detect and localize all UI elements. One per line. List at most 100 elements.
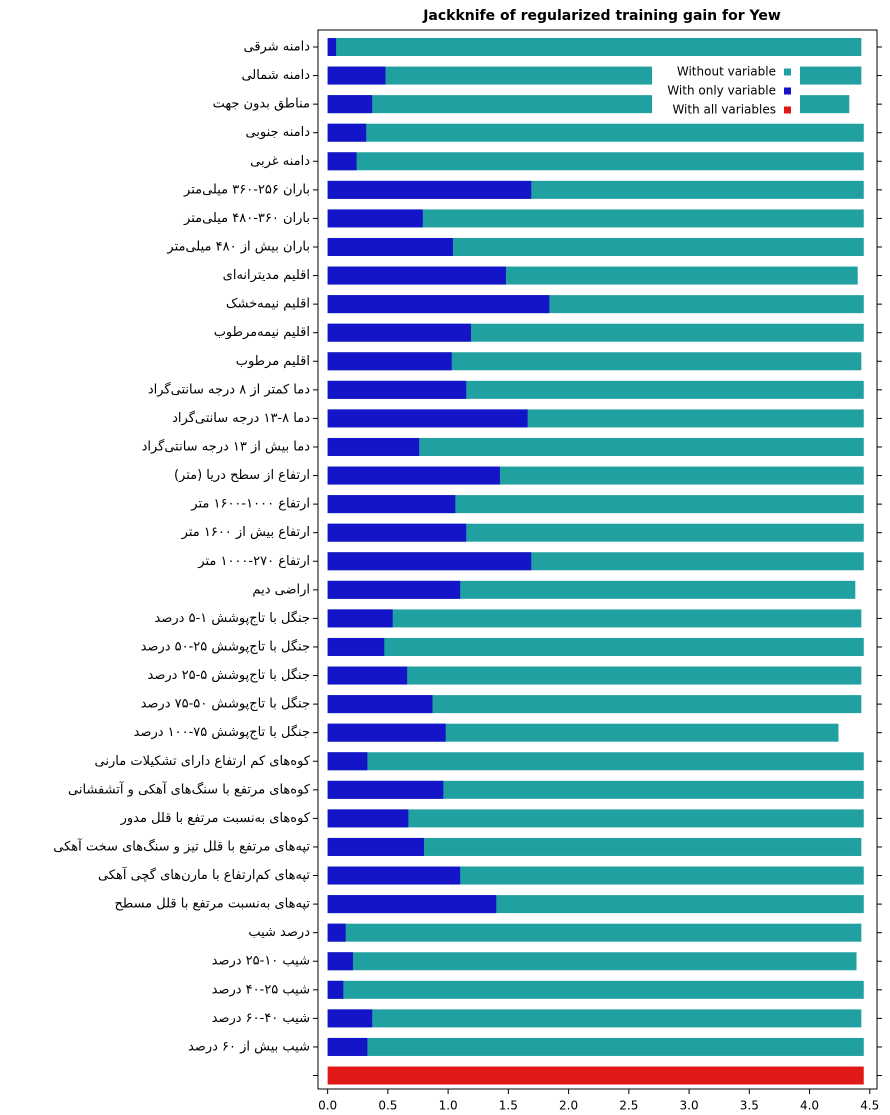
bar (327, 666, 408, 685)
y-tick-label: اقلیم مدیترانه‌ای (223, 268, 310, 283)
bar (327, 752, 368, 771)
legend-label: With all variables (672, 103, 776, 117)
bar (327, 180, 532, 199)
y-tick-label: شیب بیش از ۶۰ درصد (188, 1039, 310, 1054)
bar (327, 895, 497, 914)
y-tick-label: جنگل با تاج‌پوشش ۲۵-۵۰ درصد (141, 638, 310, 654)
bar (327, 237, 453, 256)
legend-label: With only variable (667, 84, 776, 98)
bar (327, 866, 461, 885)
y-tick-label: شیب ۴۰-۶۰ درصد (212, 1011, 310, 1026)
bar (327, 609, 862, 628)
legend-label: Without variable (677, 65, 776, 79)
y-tick-label: شیب ۱۰-۲۵ درصد (212, 954, 310, 969)
legend-swatch (784, 106, 791, 114)
y-tick-label: تپه‌های مرتفع با قلل تیز و سنگ‌های سخت آ… (53, 837, 310, 854)
bar (327, 523, 467, 542)
bar (327, 637, 385, 656)
y-tick-label: باران بیش از ۴۸۰ میلی‌متر (166, 239, 310, 254)
bar (327, 809, 409, 828)
y-tick-label: مناطق بدون جهت (213, 97, 310, 112)
bar (327, 380, 467, 399)
bar (327, 352, 452, 371)
bar (327, 123, 367, 142)
bar (327, 923, 346, 942)
bar (327, 723, 839, 742)
y-tick-label: دما کمتر از ۸ درجه سانتی‌گراد (148, 381, 310, 397)
x-tick-label: 3.5 (740, 1099, 759, 1113)
bar (327, 952, 353, 971)
x-tick-label: 0.5 (378, 1099, 397, 1113)
y-tick-label: اقلیم مرطوب (236, 354, 310, 369)
x-tick-label: 2.5 (619, 1099, 638, 1113)
bar (327, 837, 425, 856)
bar (327, 437, 864, 456)
y-tick-label: کوه‌های مرتفع با سنگ‌های آهکی و آتشفشانی (68, 780, 311, 797)
bar (327, 295, 550, 314)
bar (327, 923, 862, 942)
bar (327, 352, 862, 371)
bar (327, 1066, 864, 1085)
bar (327, 1037, 368, 1056)
chart-title: Jackknife of regularized training gain f… (422, 8, 781, 24)
y-tick-label: جنگل با تاج‌پوشش ۵۰-۷۵ درصد (141, 696, 310, 712)
bar (327, 38, 862, 56)
y-tick-label: جنگل با تاج‌پوشش ۱-۵ درصد (155, 610, 310, 626)
bar (327, 695, 433, 714)
legend-box (652, 60, 800, 122)
bar (327, 237, 864, 256)
bar (327, 152, 357, 171)
bar (327, 866, 864, 885)
bar (327, 580, 461, 599)
bar (327, 695, 862, 714)
y-tick-label: ارتفاع بیش از ۱۶۰۰ متر (181, 525, 310, 540)
y-tick-label: اراضی دیم (252, 582, 310, 597)
y-tick-label: جنگل با تاج‌پوشش ۷۵-۱۰۰ درصد (134, 724, 310, 740)
y-tick-label: کوه‌های کم ارتفاع دارای تشکیلات مارنی (95, 754, 311, 769)
y-tick-label: دما بیش از ۱۳ درجه سانتی‌گراد (142, 438, 311, 454)
bar (327, 38, 337, 56)
bar (327, 66, 386, 85)
y-tick-label: باران ۲۵۶-۳۶۰ میلی‌متر (183, 182, 310, 197)
bar (327, 980, 344, 999)
bar (327, 752, 864, 771)
y-tick-label: اقلیم نیمه‌خشک (226, 297, 310, 312)
bar (327, 780, 864, 799)
x-tick-label: 0.0 (318, 1099, 337, 1113)
y-tick-label: تپه‌های کم‌ارتفاع با مارن‌های گچی آهکی (98, 866, 310, 883)
bar (327, 609, 393, 628)
legend-swatch (784, 68, 791, 76)
bar (327, 437, 420, 456)
x-tick-label: 1.5 (499, 1099, 518, 1113)
bar (327, 666, 862, 685)
y-tick-label: باران ۳۶۰-۴۸۰ میلی‌متر (183, 211, 310, 226)
y-tick-label: دامنه شمالی (241, 68, 310, 83)
y-tick-label: ارتفاع از سطح دریا (متر) (174, 468, 310, 483)
bar (327, 1009, 862, 1028)
y-tick-label: دما ۸-۱۳ درجه سانتی‌گراد (172, 410, 310, 426)
y-tick-label: ارتفاع ۲۷۰-۱۰۰۰ متر (197, 554, 310, 569)
y-tick-label: دامنه جنوبی (245, 125, 310, 140)
x-tick-label: 1.0 (439, 1099, 458, 1113)
bar (327, 637, 864, 656)
bar (327, 495, 456, 514)
y-tick-label: دامنه غربی (250, 154, 310, 169)
bar (327, 837, 862, 856)
x-tick-label: 2.0 (559, 1099, 578, 1113)
x-tick-label: 4.0 (800, 1099, 819, 1113)
y-tick-label: درصد شیب (248, 925, 310, 940)
bar (327, 152, 864, 171)
bar (327, 409, 528, 428)
bar (327, 980, 864, 999)
bar (327, 123, 864, 142)
y-tick-label: جنگل با تاج‌پوشش ۵-۲۵ درصد (148, 667, 310, 683)
bar (327, 952, 857, 971)
legend-swatch (784, 87, 791, 95)
bar (327, 266, 506, 285)
bar (327, 809, 864, 828)
bar (327, 209, 423, 228)
bar (327, 723, 446, 742)
y-tick-label: دامنه شرقی (243, 40, 310, 55)
y-tick-label: اقلیم نیمه‌مرطوب (214, 325, 310, 340)
y-tick-label: ارتفاع ۱۰۰۰-۱۶۰۰ متر (190, 497, 310, 512)
